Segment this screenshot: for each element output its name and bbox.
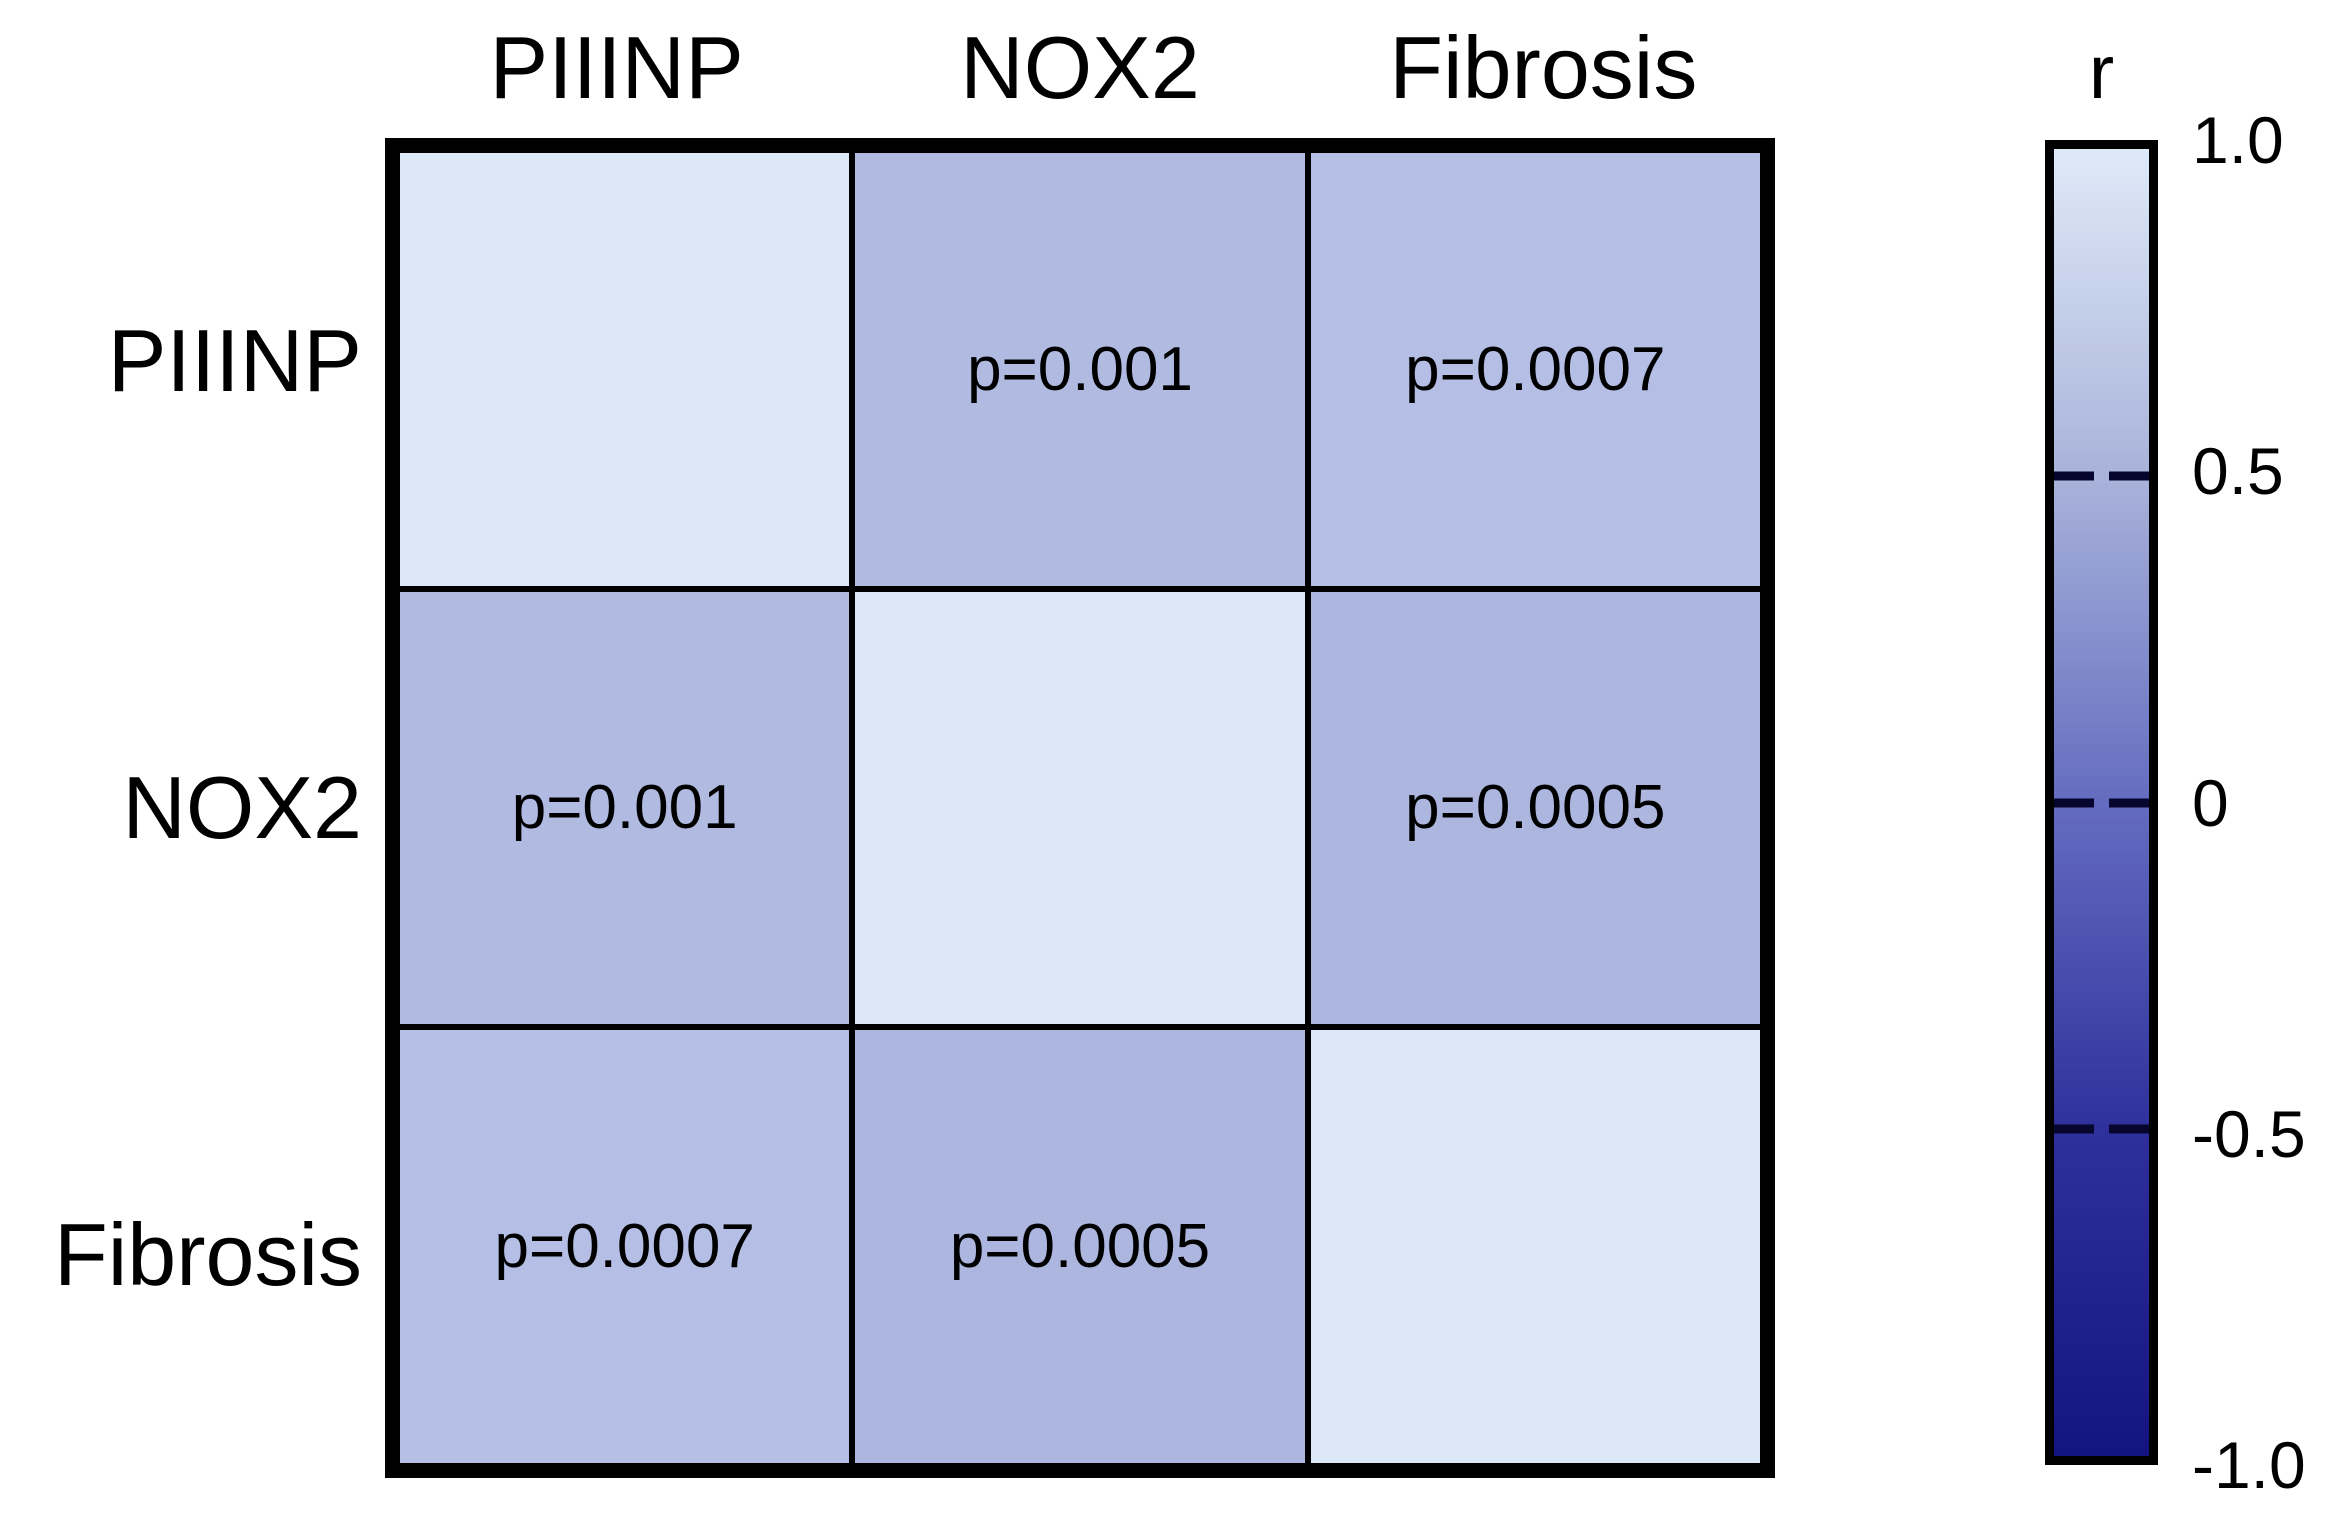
matrix-cell-piiinp-fibrosis: p=0.0007 <box>1310 153 1760 586</box>
matrix-cell-piiinp-piiinp <box>400 153 850 586</box>
matrix-cell-nox2-fibrosis: p=0.0005 <box>1310 591 1760 1025</box>
column-header-fibrosis: Fibrosis <box>1389 17 1698 117</box>
colorbar-tick-label: 1.0 <box>2192 103 2284 177</box>
matrix-cell-fibrosis-nox2: p=0.0005 <box>855 1030 1305 1463</box>
matrix-cell-nox2-nox2 <box>855 591 1305 1025</box>
colorbar-title: r <box>2088 30 2115 115</box>
colorbar-tick-label: 0.5 <box>2192 434 2284 509</box>
colorbar-tick-labels: 1.0 0.5 0 -0.5 -1.0 <box>2192 103 2329 1502</box>
colorbar-tick-label: -0.5 <box>2192 1096 2306 1171</box>
colorbar <box>2045 140 2158 1465</box>
row-labels: PIIINP NOX2 Fibrosis <box>0 138 362 1478</box>
colorbar-tick-mark <box>2054 798 2094 807</box>
colorbar-tick-mark <box>2109 471 2149 481</box>
matrix-cell-fibrosis-fibrosis <box>1310 1030 1760 1463</box>
colorbar-gradient <box>2054 149 2149 1456</box>
column-header-nox2: NOX2 <box>960 17 1200 117</box>
colorbar-tick-label: -1.0 <box>2192 1428 2306 1502</box>
matrix-cell-nox2-piiinp: p=0.001 <box>400 591 850 1025</box>
row-label-nox2: NOX2 <box>122 758 362 857</box>
matrix-cell-piiinp-nox2: p=0.001 <box>855 153 1305 586</box>
heatmap-matrix: p=0.001 p=0.0007 p=0.001 p=0.0005 p=0.00… <box>385 138 1775 1478</box>
colorbar-tick-mark <box>2109 1124 2149 1134</box>
matrix-cell-fibrosis-piiinp: p=0.0007 <box>400 1030 850 1463</box>
colorbar-tick-mark <box>2054 471 2094 481</box>
colorbar-tick-mark <box>2054 1124 2094 1134</box>
column-header-piiinp: PIIINP <box>489 17 744 117</box>
colorbar-tick-mark <box>2109 798 2149 807</box>
colorbar-tick-label: 0 <box>2192 765 2229 840</box>
row-label-fibrosis: Fibrosis <box>53 1204 362 1304</box>
column-headers: PIIINP NOX2 Fibrosis <box>385 5 1775 130</box>
row-label-piiinp: PIIINP <box>107 311 362 411</box>
